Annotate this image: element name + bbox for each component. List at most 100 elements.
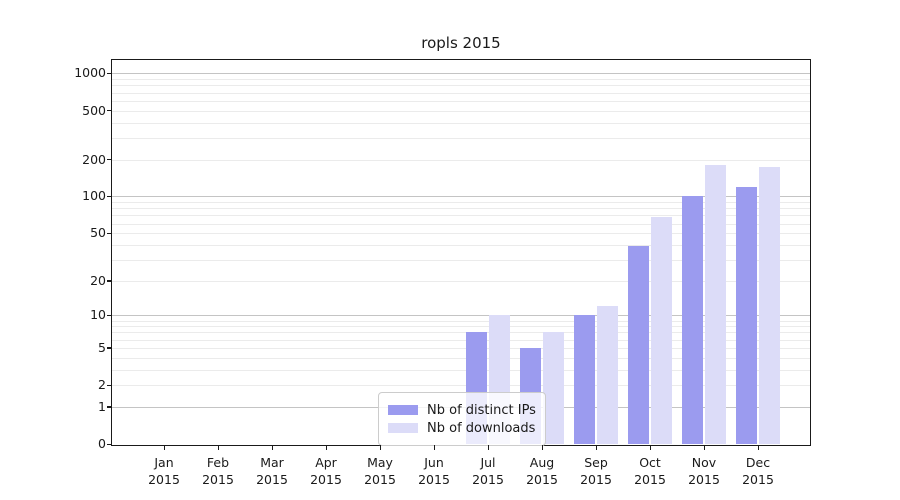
gridline-minor [112,332,810,334]
x-tick-year: 2015 [202,472,234,487]
y-tick-label: 5 [98,339,106,355]
y-tick-mark [107,443,112,445]
x-tick-year: 2015 [688,472,720,487]
gridline-minor [112,223,810,225]
y-tick-mark [107,347,112,349]
bar-distinct-ips [682,196,703,444]
legend-item: Nb of downloads [388,420,535,436]
gridline-minor [112,339,810,341]
gridline-minor [112,215,810,217]
x-tick-mark [379,445,381,450]
gridline-minor [112,326,810,328]
bar-downloads [759,166,780,444]
gridline-minor [112,100,810,102]
x-tick-year: 2015 [256,472,288,487]
x-tick-month: Jun [424,455,444,470]
y-tick-mark [107,110,112,112]
y-tick-label: 200 [82,151,106,167]
x-tick-mark [757,445,759,450]
gridline-minor [112,92,810,94]
gridline-minor [112,244,810,246]
legend-swatch [388,405,418,415]
y-tick-label: 50 [90,225,106,241]
x-tick-mark [541,445,543,450]
y-tick-mark [107,314,112,317]
gridline-minor [112,259,810,261]
x-tick-month: Oct [639,455,661,470]
x-tick-label: Jul 2015 [458,454,518,488]
gridline-minor [112,280,810,282]
y-tick-mark [107,232,112,234]
x-tick-mark [703,445,705,450]
x-tick-month: Jan [154,455,174,470]
gridline-minor [112,110,810,112]
gridline-minor [112,137,810,139]
x-tick-label: Oct 2015 [620,454,680,488]
x-tick-year: 2015 [580,472,612,487]
gridline-minor [112,159,810,161]
x-tick-month: Apr [315,455,337,470]
bar-downloads [705,165,726,444]
legend-item: Nb of distinct IPs [388,402,536,418]
gridline-major [112,73,810,75]
bar-distinct-ips [628,246,649,444]
y-tick-label: 10 [90,307,106,323]
y-tick-mark [107,280,112,282]
y-tick-mark [107,406,112,408]
chart-title: ropls 2015 [421,34,501,52]
x-tick-month: Mar [260,455,284,470]
y-tick-label: 1 [98,398,106,414]
y-tick-label: 500 [82,102,106,118]
gridline-minor [112,85,810,87]
x-tick-label: Jun 2015 [404,454,464,488]
gridline-minor [112,347,810,349]
y-tick-label: 100 [82,188,106,204]
y-tick-label: 1000 [74,65,106,81]
gridline-minor [112,357,810,359]
x-tick-label: Jan 2015 [134,454,194,488]
gridline-major [112,315,810,317]
x-tick-mark [649,445,651,450]
gridline-minor [112,320,810,322]
bar-distinct-ips [736,186,757,444]
gridline-minor [112,369,810,371]
x-tick-year: 2015 [634,472,666,487]
x-tick-label: Dec 2015 [728,454,788,488]
gridline-minor [112,385,810,387]
x-tick-label: Apr 2015 [296,454,356,488]
gridline-minor [112,233,810,235]
y-tick-label: 0 [98,436,106,451]
x-tick-mark [433,445,435,450]
x-tick-mark [217,445,219,450]
x-tick-month: Aug [529,455,555,470]
y-tick-label: 20 [90,272,106,288]
gridline-minor [112,208,810,210]
legend-swatch [388,423,418,433]
x-tick-label: Feb 2015 [188,454,248,488]
x-tick-month: Nov [691,455,717,470]
x-tick-mark [595,445,597,450]
x-tick-year: 2015 [526,472,558,487]
x-tick-month: Dec [745,455,771,470]
plot-area: Nb of distinct IPs Nb of downloads 1000 50… [74,59,811,487]
x-tick-label: Sep 2015 [566,454,626,488]
x-tick-mark [487,445,489,450]
x-tick-year: 2015 [148,472,180,487]
x-tick-label: Nov 2015 [674,454,734,488]
x-tick-mark [163,445,165,450]
x-tick-mark [325,445,327,450]
y-tick-mark [107,72,112,75]
gridline-major [112,196,810,198]
y-tick-mark [107,195,112,198]
x-tick-year: 2015 [742,472,774,487]
x-tick-label: May 2015 [350,454,410,488]
y-tick-label: 2 [98,377,106,393]
x-tick-label: Mar 2015 [242,454,302,488]
legend-label: Nb of downloads [427,420,536,436]
x-tick-month: Jul [480,455,496,470]
gridline-minor [112,79,810,81]
gridline-minor [112,122,810,124]
x-tick-year: 2015 [310,472,342,487]
gridline-minor [112,202,810,204]
x-tick-mark [271,445,273,450]
